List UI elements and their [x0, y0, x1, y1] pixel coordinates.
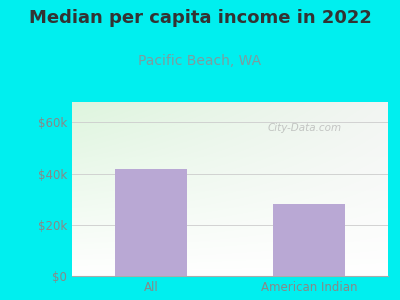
Text: City-Data.com: City-Data.com — [268, 123, 342, 133]
Text: Median per capita income in 2022: Median per capita income in 2022 — [28, 9, 372, 27]
Bar — [116, 169, 186, 276]
Bar — [274, 204, 344, 276]
Text: Pacific Beach, WA: Pacific Beach, WA — [138, 54, 262, 68]
